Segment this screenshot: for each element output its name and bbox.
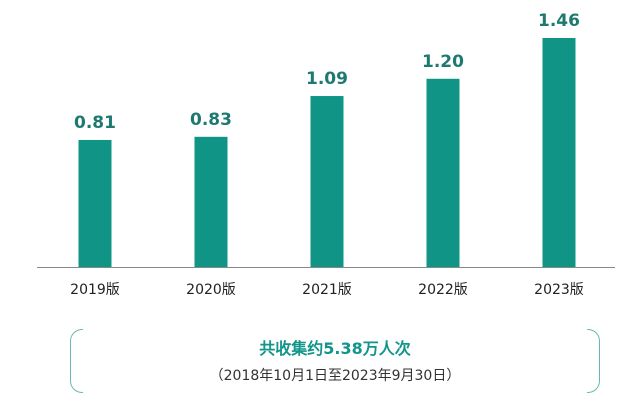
value-label-4: 1.20: [422, 52, 464, 72]
bar-2: [194, 136, 228, 267]
callout-title: 共收集约5.38万人次: [259, 339, 411, 358]
value-label-5: 1.46: [538, 11, 580, 31]
labels-group: 0.81 2019版 0.83 2020版 1.09 2021版 1.20 2022版 1.46…: [70, 11, 584, 298]
bar-1: [78, 139, 112, 267]
category-label-3: 2021版: [302, 282, 352, 298]
bar-chart: 0.81 2019版 0.83 2020版 1.09 2021版 1.20 2022版 1.46…: [37, 11, 615, 298]
value-label-1: 0.81: [74, 113, 116, 133]
value-label-3: 1.09: [306, 69, 348, 89]
bar-5: [542, 38, 576, 267]
bar-4: [426, 78, 460, 267]
category-label-5: 2023版: [534, 282, 584, 298]
bar-3: [310, 96, 344, 268]
category-label-4: 2022版: [418, 282, 468, 298]
value-label-2: 0.83: [190, 110, 232, 130]
bars-group: [78, 38, 576, 268]
callout-subtitle: （2018年10月1日至2023年9月30日）: [209, 368, 461, 384]
category-label-2: 2020版: [186, 282, 236, 298]
summary-callout: 共收集约5.38万人次 （2018年10月1日至2023年9月30日）: [70, 329, 600, 393]
category-label-1: 2019版: [70, 282, 120, 298]
